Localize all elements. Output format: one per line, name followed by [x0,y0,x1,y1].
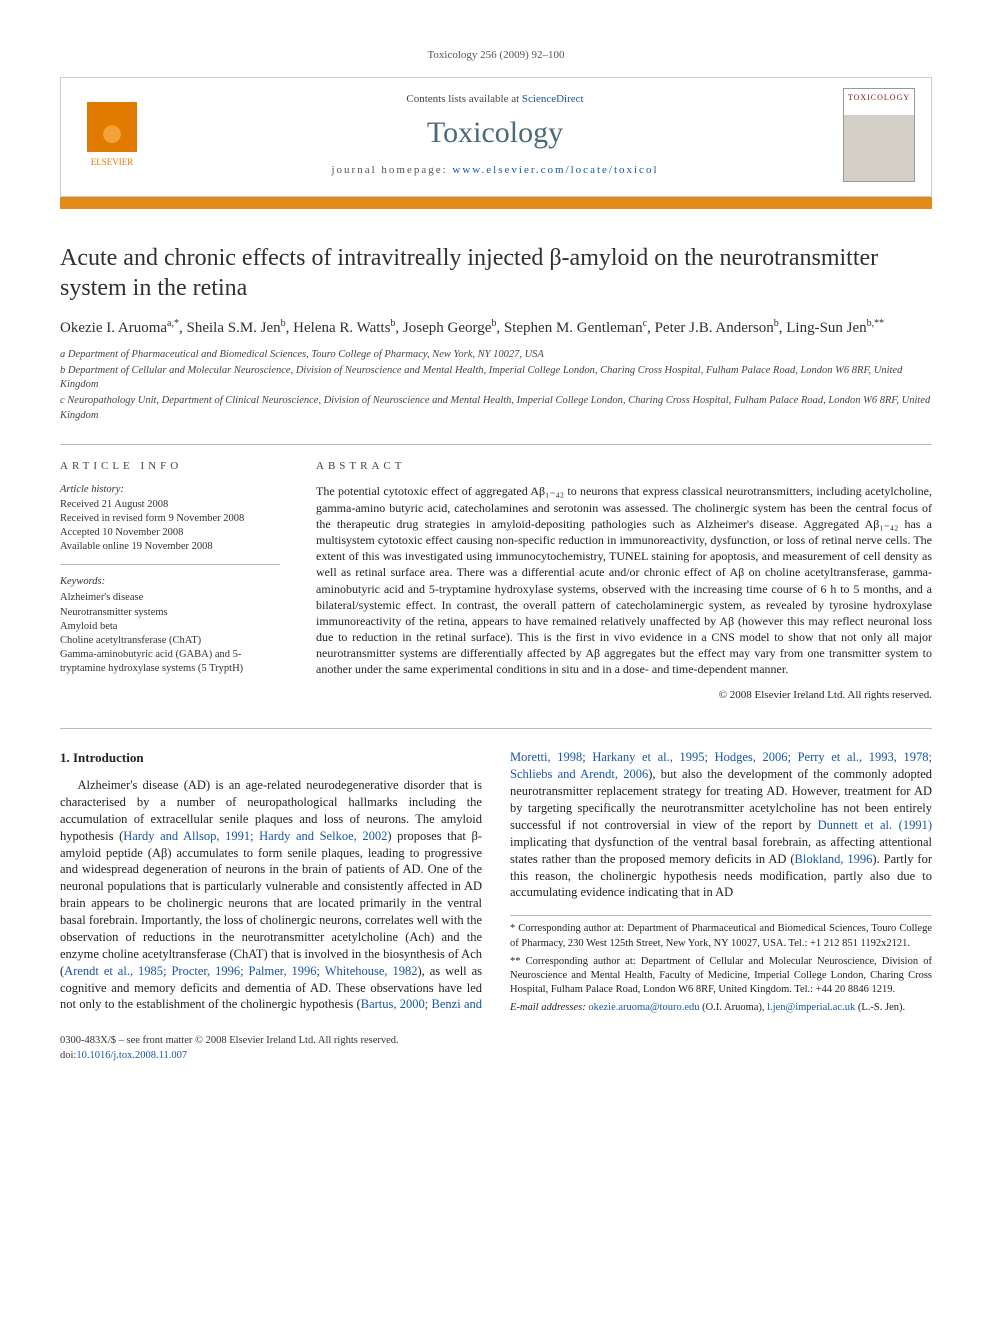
email-link-1[interactable]: okezie.aruoma@touro.edu [588,1002,699,1013]
history-label: Article history: [60,483,280,497]
intro-text-2: ) proposes that β-amyloid peptide (Aβ) a… [60,829,482,978]
affiliation-line: a Department of Pharmaceutical and Biome… [60,348,932,363]
section-heading-intro: 1. Introduction [60,749,482,767]
publisher-label: ELSEVIER [91,156,134,168]
article-info-heading: article info [60,459,280,474]
info-divider [60,564,280,565]
history-line: Received 21 August 2008 [60,498,280,512]
citation-link[interactable]: Blokland, 1996 [795,852,873,866]
doi-link[interactable]: 10.1016/j.tox.2008.11.007 [76,1050,187,1061]
contents-prefix: Contents lists available at [406,93,521,105]
elsevier-logo: ELSEVIER [77,95,147,175]
citation-link[interactable]: Hardy and Allsop, 1991; Hardy and Selkoe… [123,829,387,843]
abstract-block: abstract The potential cytotoxic effect … [316,459,932,703]
journal-name: Toxicology [165,113,825,154]
keyword-line: Gamma-aminobutyric acid (GABA) and 5-try… [60,648,280,676]
history-line: Available online 19 November 2008 [60,540,280,554]
article-title: Acute and chronic effects of intravitrea… [60,243,932,303]
keyword-line: Choline acetyltransferase (ChAT) [60,634,280,648]
corresponding-author-footnotes: * Corresponding author at: Department of… [510,915,932,1015]
citation-link[interactable]: Dunnett et al. (1991) [818,818,932,832]
corr-author-1: * Corresponding author at: Department of… [510,922,932,950]
keyword-line: Amyloid beta [60,620,280,634]
keywords-label: Keywords: [60,575,280,589]
affiliation-line: c Neuropathology Unit, Department of Cli… [60,394,932,423]
keyword-line: Neurotransmitter systems [60,606,280,620]
homepage-line: journal homepage: www.elsevier.com/locat… [165,163,825,178]
elsevier-tree-icon [87,102,137,152]
abstract-copyright: © 2008 Elsevier Ireland Ltd. All rights … [316,688,932,703]
article-info-block: article info Article history: Received 2… [60,459,280,703]
journal-banner: ELSEVIER Contents lists available at Sci… [60,77,932,197]
email-who-1: (O.I. Aruoma), [700,1002,768,1013]
email-link-2[interactable]: l.jen@imperial.ac.uk [767,1002,855,1013]
homepage-link[interactable]: www.elsevier.com/locate/toxicol [452,164,658,176]
orange-divider-bar [60,197,932,209]
email-line: E-mail addresses: okezie.aruoma@touro.ed… [510,1001,932,1015]
running-head: Toxicology 256 (2009) 92–100 [60,48,932,63]
email-label: E-mail addresses: [510,1002,588,1013]
affiliations: a Department of Pharmaceutical and Biome… [60,348,932,423]
author-list: Okezie I. Aruomaa,*, Sheila S.M. Jenb, H… [60,317,932,338]
homepage-prefix: journal homepage: [332,164,453,176]
abstract-text: The potential cytotoxic effect of aggreg… [316,483,932,677]
body-columns: 1. Introduction Alzheimer's disease (AD)… [60,749,932,1016]
keyword-line: Alzheimer's disease [60,591,280,605]
citation-link[interactable]: Arendt et al., 1985; Procter, 1996; Palm… [64,964,417,978]
journal-cover-thumb: TOXICOLOGY [843,88,915,182]
section-rule [60,728,932,729]
history-line: Accepted 10 November 2008 [60,526,280,540]
email-who-2: (L.-S. Jen). [855,1002,905,1013]
contents-line: Contents lists available at ScienceDirec… [165,92,825,107]
abstract-heading: abstract [316,459,932,474]
doi-label: doi: [60,1050,76,1061]
issn-copyright: 0300-483X/$ – see front matter © 2008 El… [60,1034,932,1048]
corr-author-2: ** Corresponding author at: Department o… [510,955,932,998]
history-line: Received in revised form 9 November 2008 [60,512,280,526]
front-matter-line: 0300-483X/$ – see front matter © 2008 El… [60,1034,932,1062]
sciencedirect-link[interactable]: ScienceDirect [522,93,584,105]
affiliation-line: b Department of Cellular and Molecular N… [60,364,932,393]
cover-label: TOXICOLOGY [848,93,910,104]
